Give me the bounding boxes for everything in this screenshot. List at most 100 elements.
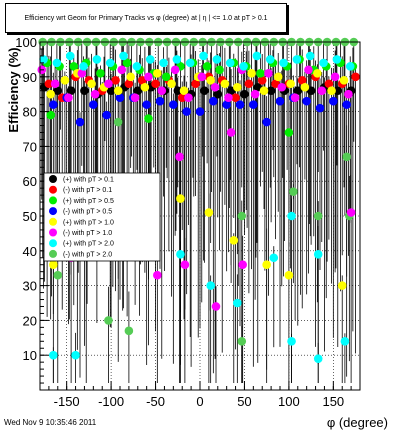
y-tick-label: 20 [23, 313, 37, 328]
x-tick-label: 150 [322, 394, 344, 409]
data-point [153, 270, 162, 280]
data-point [117, 65, 127, 75]
y-tick-label: 30 [23, 279, 37, 294]
legend-label: (-) with pT > 0.1 [63, 187, 112, 194]
data-point [284, 128, 294, 137]
y-axis-label: Efficiency (%) [6, 47, 21, 132]
data-point [211, 302, 221, 311]
data-point [287, 211, 296, 221]
legend-marker [49, 196, 57, 205]
data-point [346, 208, 356, 217]
data-point [170, 65, 180, 75]
data-point [197, 72, 207, 82]
data-point [65, 51, 75, 61]
data-point [80, 86, 89, 96]
data-point [195, 107, 205, 116]
data-point [233, 82, 242, 92]
data-point [315, 103, 325, 113]
legend-marker [49, 207, 57, 216]
data-point [105, 58, 115, 68]
data-point [169, 100, 178, 109]
data-point [113, 86, 123, 96]
data-point [340, 336, 350, 346]
data-point [247, 69, 256, 78]
data-point [229, 236, 239, 245]
data-point [275, 96, 285, 106]
data-point [89, 100, 98, 109]
data-point [132, 62, 142, 71]
data-point [225, 58, 235, 68]
data-point [279, 58, 288, 68]
data-point [124, 79, 134, 89]
data-point [200, 86, 209, 96]
data-point [213, 89, 223, 99]
data-point [144, 114, 153, 123]
legend-label: (-) with pT > 1.0 [63, 230, 112, 237]
data-point [53, 270, 63, 280]
data-point [239, 62, 248, 71]
data-point [49, 100, 58, 109]
data-point [300, 82, 310, 92]
data-point [124, 326, 134, 336]
data-point [277, 82, 287, 92]
data-point [226, 128, 236, 137]
data-point [289, 187, 298, 196]
legend-marker [49, 239, 57, 248]
data-point [161, 72, 171, 82]
data-point [159, 58, 168, 68]
data-point [292, 55, 302, 64]
data-point [173, 86, 183, 96]
y-axis: 10 20 30 40 50 60 70 80 90 100 [15, 35, 49, 391]
y-tick-label: 10 [23, 348, 37, 363]
data-point [49, 260, 58, 270]
data-point [284, 270, 294, 280]
data-point [313, 69, 322, 78]
data-point [342, 100, 351, 109]
data-point [151, 79, 160, 89]
y-tick-label: 90 [23, 70, 37, 85]
data-point [233, 298, 242, 308]
x-axis-label: φ (degree) [327, 415, 388, 430]
data-point [204, 208, 214, 217]
data-point [104, 79, 113, 89]
data-point [199, 51, 208, 61]
data-point [44, 79, 54, 89]
legend-box [43, 172, 161, 262]
data-point [106, 86, 116, 96]
chart-title: Efficiency wrt Geom for Primary Tracks v… [5, 3, 287, 33]
data-point [313, 249, 323, 259]
data-point [145, 55, 155, 64]
data-point [50, 79, 60, 89]
data-point [52, 58, 62, 68]
data-point [249, 100, 258, 109]
data-point [224, 93, 233, 102]
legend-marker [49, 228, 57, 237]
data-point [180, 260, 190, 270]
data-point [327, 86, 336, 96]
data-point [185, 58, 195, 68]
legend-marker [49, 217, 57, 226]
data-point [332, 55, 342, 64]
data-point [259, 86, 269, 96]
data-point [342, 152, 351, 162]
data-point [71, 350, 80, 360]
data-point [177, 93, 187, 102]
data-point [96, 69, 105, 78]
data-point [144, 72, 153, 82]
legend-marker [49, 175, 57, 183]
chart-title-text: Efficiency wrt Geom for Primary Tracks v… [24, 14, 268, 22]
data-point [202, 62, 212, 71]
data-point [324, 79, 334, 89]
timestamp-footer: Wed Nov 9 10:35:46 2011 [4, 418, 97, 427]
data-point [212, 55, 222, 64]
data-point [142, 100, 151, 109]
data-point [313, 211, 323, 221]
data-point [111, 75, 120, 85]
data-point [179, 86, 189, 96]
data-point [102, 110, 111, 120]
data-point [313, 354, 323, 363]
x-tick-label: 0 [196, 394, 203, 409]
y-tick-label: 70 [23, 139, 37, 154]
data-point [262, 260, 271, 270]
